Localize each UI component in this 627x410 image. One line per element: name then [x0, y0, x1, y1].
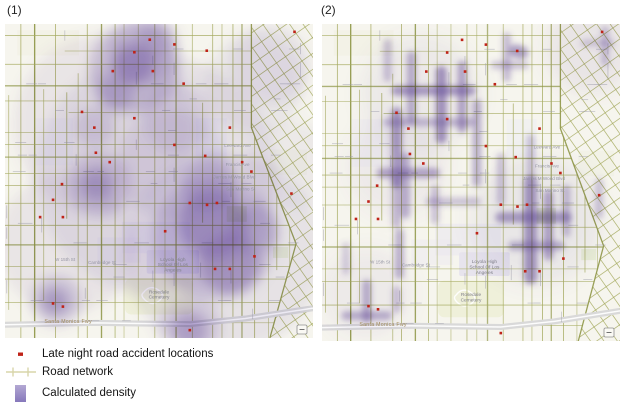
svg-text:Angeles: Angeles: [164, 268, 182, 274]
road-network-icon: [2, 366, 42, 378]
svg-text:Cemetery: Cemetery: [461, 297, 482, 303]
svg-text:Santa Monica Fwy: Santa Monica Fwy: [44, 319, 92, 325]
svg-text:Leeward Ave: Leeward Ave: [224, 143, 251, 148]
corner-widget-icon: [603, 327, 615, 338]
density-swatch-icon: [2, 384, 42, 402]
svg-text:Rosedale: Rosedale: [461, 292, 482, 298]
accident-points-layer: [38, 30, 296, 332]
accident-points-layer: [354, 30, 604, 335]
map-panel-network-density: W 15th St Cambridge St Leeward Ave Francis …: [322, 24, 620, 341]
accident-point-icon: [2, 348, 42, 360]
legend-label-accidents: Late night road accident locations: [42, 348, 214, 360]
svg-text:Leeward Ave: Leeward Ave: [534, 144, 561, 149]
svg-text:Francis Ave: Francis Ave: [226, 162, 250, 167]
svg-text:Cambridge St: Cambridge St: [402, 263, 431, 268]
legend-item-density: Calculated density: [2, 382, 136, 404]
svg-text:Cemetery: Cemetery: [149, 295, 170, 301]
legend-label-roads: Road network: [42, 366, 113, 378]
svg-text:James M Wood Blvd: James M Wood Blvd: [523, 176, 565, 181]
svg-text:San Marino St: San Marino St: [535, 188, 565, 193]
svg-text:Rosedale: Rosedale: [149, 289, 170, 295]
panel-2-label: (2): [321, 3, 336, 17]
svg-text:San Marino St: San Marino St: [226, 186, 256, 191]
svg-text:School Of Los: School Of Los: [469, 264, 500, 270]
corner-widget-icon: [296, 324, 308, 335]
svg-text:Loyola High: Loyola High: [160, 257, 186, 263]
svg-text:W 15th St: W 15th St: [370, 259, 391, 264]
svg-text:Santa Monica Fwy: Santa Monica Fwy: [359, 322, 407, 328]
legend: Late night road accident locations Road …: [2, 344, 322, 408]
panel-1-label: (1): [7, 3, 22, 17]
map-panel-kernel-density: W 15th St Cambridge St Leeward Ave Francis …: [5, 24, 313, 338]
legend-item-roads: Road network: [2, 366, 113, 378]
legend-item-accidents: Late night road accident locations: [2, 348, 213, 360]
legend-label-density: Calculated density: [42, 387, 136, 399]
basemap-labels-layer: W 15th St Cambridge St Leeward Ave Francis …: [44, 143, 256, 325]
svg-text:Francis Ave: Francis Ave: [535, 163, 559, 168]
basemap-labels-layer: W 15th St Cambridge St Leeward Ave Francis …: [359, 144, 565, 328]
density-layer: [5, 24, 313, 338]
svg-text:Loyola High: Loyola High: [472, 259, 498, 265]
svg-text:W 15th St: W 15th St: [55, 257, 76, 262]
svg-text:Angeles: Angeles: [476, 270, 494, 276]
svg-text:Cambridge St: Cambridge St: [88, 260, 117, 265]
svg-text:School Of Los: School Of Los: [158, 262, 189, 268]
density-layer: [341, 26, 615, 324]
svg-text:James M Wood Blvd: James M Wood Blvd: [213, 174, 255, 179]
